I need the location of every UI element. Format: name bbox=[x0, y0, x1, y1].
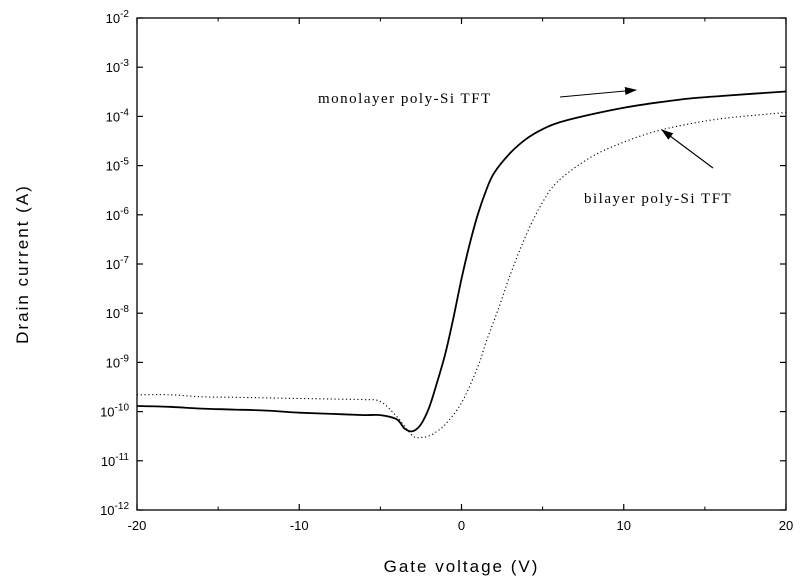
y-tick-label: 10-10 bbox=[100, 403, 129, 420]
x-tick-label: 20 bbox=[779, 518, 793, 533]
x-tick-label: -20 bbox=[128, 518, 147, 533]
y-tick-label: 10-8 bbox=[106, 304, 130, 321]
annotation-label-0: monolayer poly-Si TFT bbox=[318, 91, 492, 107]
y-tick-label: 10-7 bbox=[106, 255, 130, 272]
y-tick-label: 10-12 bbox=[100, 501, 129, 518]
y-tick-label: 10-5 bbox=[106, 157, 130, 174]
y-tick-label: 10-3 bbox=[106, 58, 130, 75]
y-tick-label: 10-6 bbox=[106, 206, 130, 223]
annotation-arrow-0 bbox=[559, 87, 637, 98]
y-tick-label: 10-9 bbox=[106, 353, 130, 370]
annotations: monolayer poly-Si TFT bilayer poly-Si TFT bbox=[318, 87, 732, 207]
x-tick-label: -10 bbox=[290, 518, 309, 533]
annotation-label-1: bilayer poly-Si TFT bbox=[584, 191, 732, 207]
y-tick-label: 10-4 bbox=[106, 107, 130, 124]
y-tick-label: 10-2 bbox=[106, 9, 130, 26]
y-tick-label: 10-11 bbox=[101, 452, 130, 469]
annotation-arrow-1 bbox=[661, 129, 714, 169]
x-tick-label: 10 bbox=[617, 518, 631, 533]
series-line-0 bbox=[136, 90, 787, 433]
x-axis-title: Gate voltage (V) bbox=[384, 557, 540, 576]
plot-curves bbox=[136, 90, 787, 439]
y-axis: 10-2 10-3 10-4 10-5 10-6 10-7 10-8 10-9 10-10 10-… bbox=[100, 9, 786, 518]
x-tick-label: 0 bbox=[458, 518, 465, 533]
y-axis-title: Drain current (A) bbox=[13, 184, 32, 344]
x-axis: -20 -10 0 10 20 bbox=[128, 18, 793, 533]
